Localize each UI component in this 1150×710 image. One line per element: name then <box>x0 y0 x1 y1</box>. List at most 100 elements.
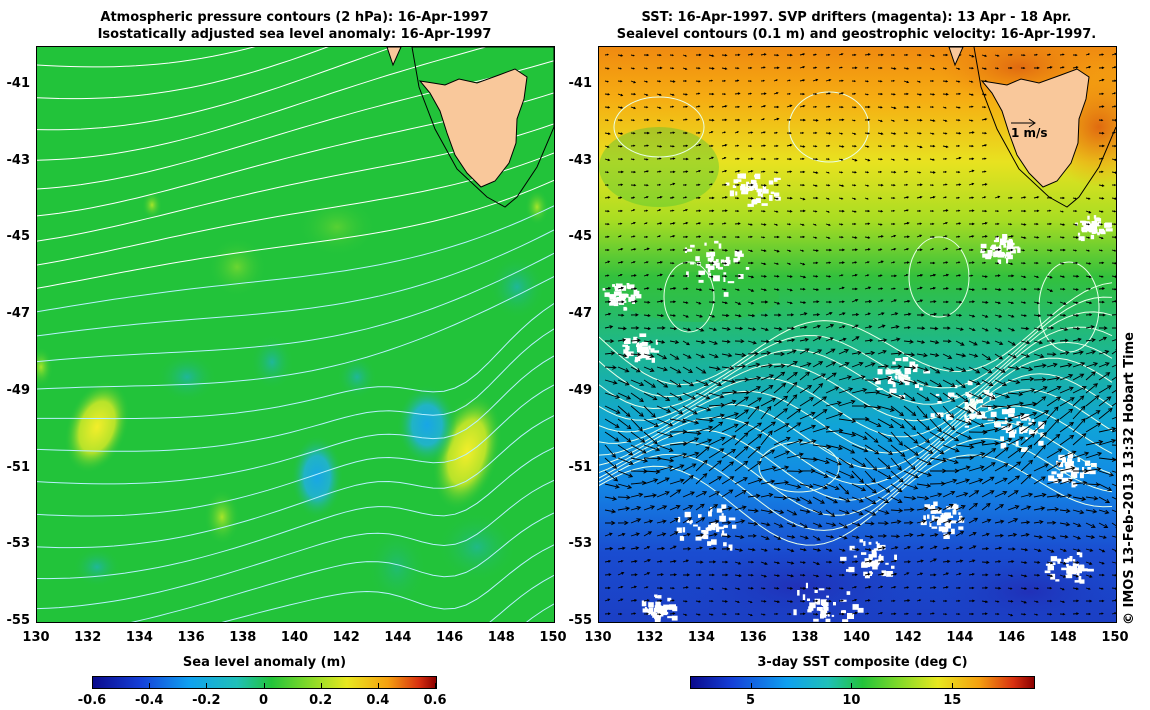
velocity-arrow <box>968 93 974 96</box>
velocity-arrow <box>825 400 842 407</box>
velocity-arrow <box>695 301 702 305</box>
velocity-arrow <box>1086 612 1092 616</box>
velocity-arrow <box>1007 461 1022 472</box>
velocity-arrow <box>630 106 637 110</box>
velocity-arrow <box>812 599 819 603</box>
velocity-arrow <box>903 599 911 602</box>
velocity-arrow <box>747 375 762 381</box>
velocity-arrow <box>773 131 778 134</box>
velocity-arrow <box>643 546 651 550</box>
velocity-arrow <box>786 522 797 528</box>
velocity-arrow <box>630 299 638 304</box>
velocity-arrow <box>1033 463 1050 472</box>
velocity-arrow <box>617 119 623 122</box>
velocity-arrow <box>760 313 769 317</box>
velocity-arrow <box>617 54 624 57</box>
velocity-arrow <box>656 444 674 452</box>
right-title-line2: Sealevel contours (0.1 m) and geostrophi… <box>616 27 1097 42</box>
velocity-arrow <box>968 478 984 485</box>
velocity-arrow <box>955 313 963 317</box>
velocity-arrow <box>929 533 939 537</box>
velocity-arrow <box>1098 131 1105 135</box>
velocity-arrow <box>721 301 729 305</box>
velocity-arrow <box>864 470 876 483</box>
velocity-arrow <box>669 105 675 108</box>
velocity-arrow <box>734 612 741 616</box>
velocity-arrow <box>851 470 864 484</box>
velocity-arrow <box>994 210 1000 213</box>
velocity-arrow <box>929 184 935 187</box>
velocity-arrow <box>1020 301 1027 304</box>
velocity-arrow <box>1111 210 1116 213</box>
sst-map[interactable]: 1 m/s <box>598 46 1117 623</box>
velocity-arrow <box>630 184 637 187</box>
velocity-arrow <box>669 300 677 304</box>
velocity-arrow <box>604 559 612 563</box>
velocity-arrow <box>1098 599 1105 603</box>
velocity-arrow <box>851 287 858 291</box>
velocity-arrow <box>1007 53 1013 56</box>
velocity-arrow <box>669 170 676 174</box>
velocity-arrow <box>968 248 974 251</box>
velocity-arrow <box>968 545 977 550</box>
velocity-arrow <box>994 195 1001 199</box>
velocity-arrow <box>877 210 884 213</box>
velocity-arrow <box>669 452 688 459</box>
velocity-arrow <box>695 459 708 472</box>
velocity-arrow <box>1072 288 1079 291</box>
velocity-arrow <box>890 132 897 135</box>
velocity-arrow <box>1111 483 1116 487</box>
velocity-arrow <box>721 131 727 134</box>
velocity-arrow <box>1007 366 1021 371</box>
velocity-arrow <box>708 413 725 420</box>
velocity-arrow <box>1072 66 1079 69</box>
velocity-arrow <box>604 365 617 370</box>
velocity-arrow <box>682 546 692 551</box>
velocity-arrow <box>786 66 792 69</box>
velocity-arrow <box>604 586 611 590</box>
velocity-arrow <box>890 508 904 513</box>
velocity-arrow <box>981 106 987 109</box>
velocity-arrow <box>1046 288 1054 292</box>
velocity-arrow <box>721 183 728 186</box>
velocity-arrow <box>825 275 832 278</box>
velocity-arrow <box>1046 574 1054 578</box>
sea-level-anomaly-map[interactable] <box>36 46 555 623</box>
velocity-arrow <box>604 431 620 442</box>
velocity-arrow <box>617 353 628 358</box>
velocity-arrow <box>1085 383 1099 394</box>
velocity-arrow <box>734 301 742 305</box>
velocity-arrow <box>929 312 938 316</box>
velocity-arrow <box>773 301 781 305</box>
velocity-arrow <box>682 183 688 186</box>
velocity-arrow <box>669 222 676 225</box>
velocity-arrow <box>774 235 780 239</box>
velocity-arrow <box>1059 600 1066 603</box>
velocity-arrow <box>1085 599 1093 603</box>
velocity-arrow <box>682 221 689 225</box>
velocity-arrow <box>1111 574 1116 577</box>
velocity-arrow <box>929 545 938 550</box>
velocity-arrow <box>643 235 649 238</box>
velocity-arrow <box>969 612 975 616</box>
velocity-arrow <box>644 131 650 135</box>
velocity-arrow <box>981 366 993 374</box>
velocity-arrow <box>916 132 922 135</box>
velocity-arrow <box>1046 362 1058 368</box>
velocity-arrow <box>760 561 768 566</box>
velocity-arrow <box>942 392 956 402</box>
velocity-arrow <box>903 80 910 84</box>
velocity-arrow <box>1007 532 1018 537</box>
velocity-arrow <box>942 92 949 96</box>
velocity-arrow <box>851 444 869 453</box>
velocity-arrow <box>1111 509 1116 513</box>
velocity-arrow <box>890 312 899 316</box>
velocity-arrow <box>968 222 975 226</box>
velocity-arrow <box>890 457 902 471</box>
velocity-arrow <box>695 209 702 212</box>
velocity-arrow <box>851 106 857 109</box>
velocity-arrow <box>903 365 917 370</box>
velocity-arrow <box>851 197 857 200</box>
velocity-arrow <box>825 348 836 355</box>
velocity-arrow <box>682 170 689 173</box>
